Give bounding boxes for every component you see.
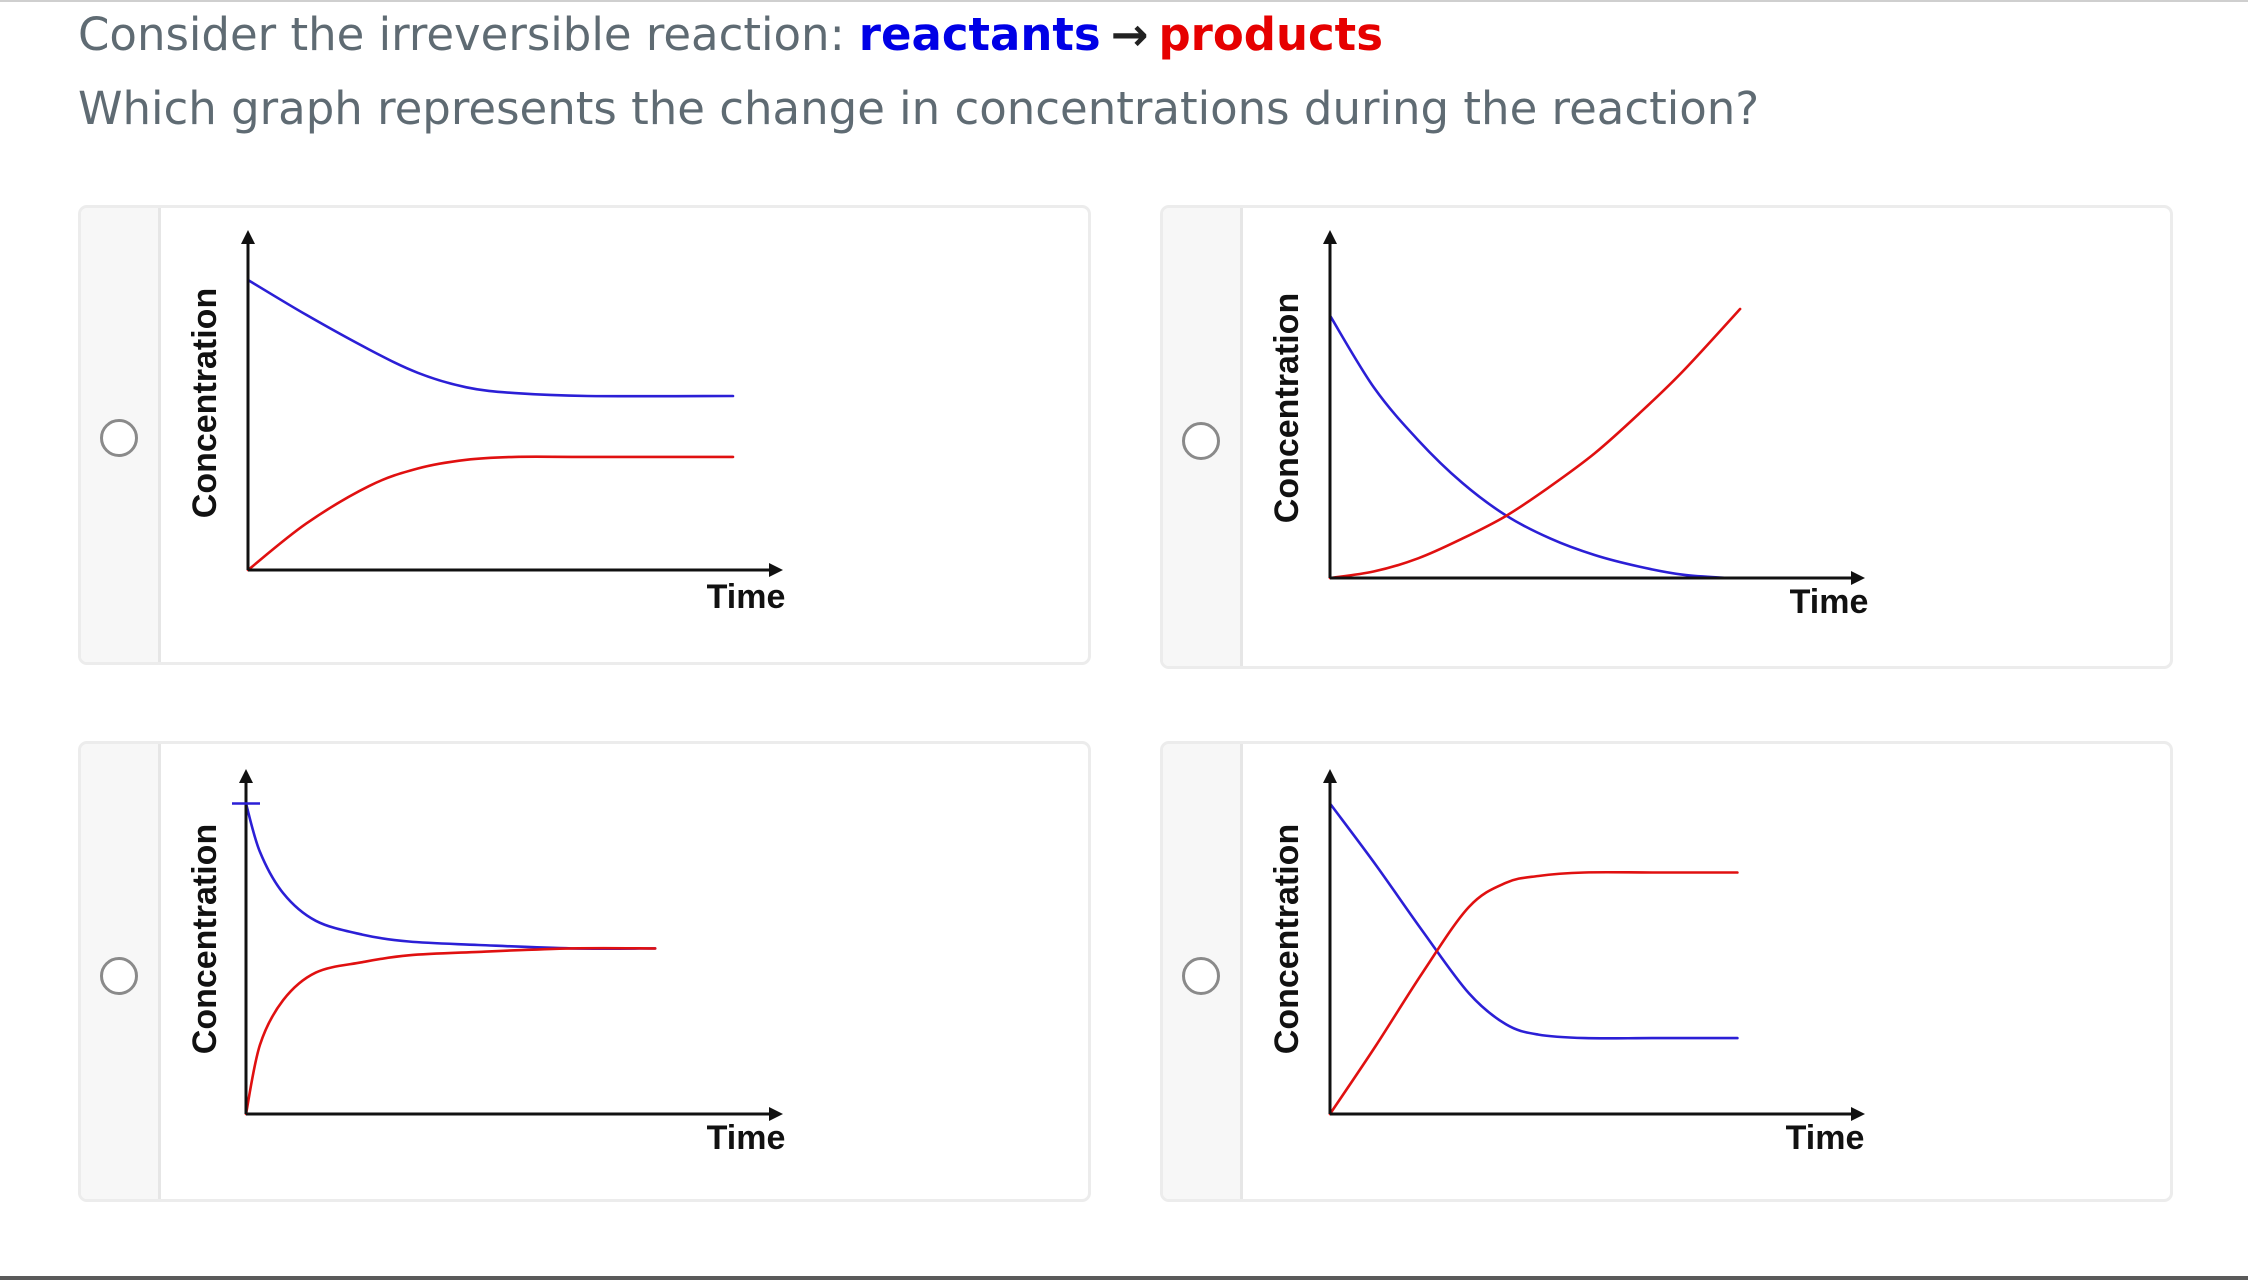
y-axis-arrow-icon: [1323, 769, 1337, 783]
reaction-prefix: Consider the irreversible reaction:: [78, 8, 845, 61]
y-axis-title: Concentration: [1268, 293, 1306, 523]
graph-option-b: Time Concentration: [1268, 230, 1869, 621]
reactant-curve: [1328, 802, 1739, 1040]
answer-option-b[interactable]: Time Concentration: [1160, 205, 2173, 669]
product-curve: [246, 455, 735, 572]
x-axis-title: Time: [1790, 583, 1869, 621]
question-text: Which graph represents the change in con…: [78, 82, 1760, 135]
top-divider: [0, 0, 2248, 2]
answer-option-a[interactable]: Time Concentration: [78, 205, 1091, 665]
y-axis-arrow-icon: [241, 230, 255, 244]
product-curve: [1328, 870, 1739, 1116]
bottom-divider: [0, 1276, 2248, 1280]
y-axis-title: Concentration: [186, 288, 224, 518]
radio-circle-icon[interactable]: [100, 957, 138, 995]
x-axis-title: Time: [707, 578, 786, 616]
products-label: products: [1158, 8, 1383, 61]
graph-option-a: Time Concentration: [186, 230, 786, 616]
y-axis-arrow-icon: [1323, 230, 1337, 244]
x-axis-arrow-icon: [1851, 571, 1865, 585]
graph-option-c: Time Concentration: [186, 769, 786, 1157]
x-axis-title: Time: [707, 1119, 786, 1157]
radio-circle-icon[interactable]: [1182, 957, 1220, 995]
arrow-right-icon: →: [1110, 8, 1149, 61]
x-axis-arrow-icon: [769, 563, 783, 577]
x-axis-arrow-icon: [769, 1107, 783, 1121]
reactants-label: reactants: [858, 8, 1101, 61]
product-curve: [244, 946, 657, 1116]
product-curve: [1328, 307, 1742, 580]
answer-option-c[interactable]: Time Concentration: [78, 741, 1091, 1202]
reactant-curve: [1328, 314, 1729, 580]
x-axis-title: Time: [1786, 1119, 1865, 1157]
x-axis-arrow-icon: [1851, 1107, 1865, 1121]
reactant-curve: [246, 278, 735, 398]
answer-option-d[interactable]: Time Concentration: [1160, 741, 2173, 1202]
reaction-statement: Consider the irreversible reaction: react…: [78, 12, 1383, 57]
reactant-curve: [244, 802, 657, 950]
y-axis-title: Concentration: [1268, 824, 1306, 1054]
y-axis-arrow-icon: [239, 769, 253, 783]
radio-circle-icon[interactable]: [1182, 422, 1220, 460]
radio-circle-icon[interactable]: [100, 419, 138, 457]
y-axis-title: Concentration: [186, 824, 224, 1054]
graph-option-d: Time Concentration: [1268, 769, 1865, 1157]
